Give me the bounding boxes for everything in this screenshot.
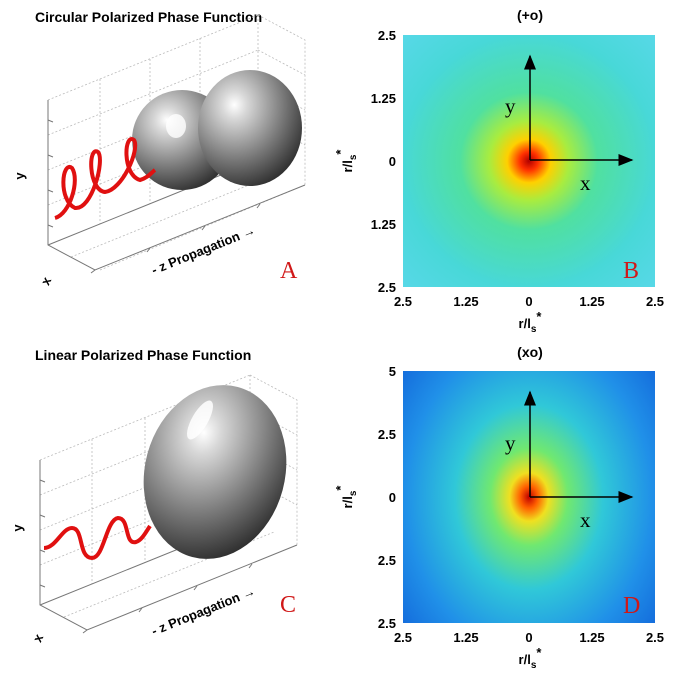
tick-mark: [39, 479, 253, 634]
y-tick-label: 2.5: [378, 427, 396, 442]
axis-label: y: [12, 172, 27, 180]
x-tick-label: 0: [525, 294, 532, 309]
y-tick-label: 2.5: [378, 28, 396, 43]
y-tick-label: 0: [389, 490, 396, 505]
axis-label: - z Propagation →: [149, 222, 257, 277]
panel-letter: A: [280, 258, 298, 284]
tick-mark: [47, 119, 261, 274]
x-tick-label: 1.25: [579, 294, 604, 309]
axis-label: x: [30, 631, 47, 645]
x-tick-label: 1.25: [453, 294, 478, 309]
helix: [54, 137, 157, 220]
x-tick-label: 2.5: [646, 294, 664, 309]
arrow-label: y: [505, 94, 516, 118]
panel-c: Linear Polarized Phase Function y x - z …: [10, 347, 298, 645]
y-tick-label: 2.5: [378, 553, 396, 568]
panel-title: Circular Polarized Phase Function: [35, 9, 262, 25]
x-tick-label: 1.25: [579, 630, 604, 645]
axis-label: - z Propagation →: [149, 583, 257, 638]
x-tick-label: 2.5: [394, 630, 412, 645]
x-label: r/ls*: [519, 309, 543, 335]
panel-title: (+o): [517, 7, 543, 23]
ticks: 52.502.52.52.5 1.25 0 1.25 2.5: [378, 364, 664, 645]
phase-surface: [132, 70, 302, 190]
axis-label: y: [10, 524, 25, 532]
x-tick-label: 2.5: [394, 294, 412, 309]
x-label: r/ls*: [519, 645, 543, 671]
panel-letter: D: [623, 593, 640, 619]
y-tick-label: 1.25: [371, 91, 396, 106]
panel-d: (xo) y x D 52.502.52.52.5 1.25 0 1.25 2.5 r/…: [333, 344, 664, 671]
panel-title: (xo): [517, 344, 543, 360]
y-label: r/ls*: [333, 149, 359, 173]
x-tick-label: 0: [525, 630, 532, 645]
panel-a: Circular Polarized Phase Function y x - …: [12, 9, 306, 288]
wave: [43, 515, 152, 561]
y-tick-label: 2.5: [378, 616, 396, 631]
x-tick-label: 1.25: [453, 630, 478, 645]
arrow-label: x: [580, 171, 591, 195]
panel-letter: B: [623, 258, 639, 284]
arrow-label: x: [580, 508, 591, 532]
y-label: r/ls*: [333, 485, 359, 509]
heatmap: [403, 35, 655, 287]
x-tick-label: 2.5: [646, 630, 664, 645]
panel-title: Linear Polarized Phase Function: [35, 347, 251, 363]
y-tick-label: 0: [389, 154, 396, 169]
y-tick-label: 2.5: [378, 280, 396, 295]
y-tick-label: 1.25: [371, 217, 396, 232]
panel-letter: C: [280, 592, 296, 618]
arrow-label: y: [505, 431, 516, 455]
y-tick-label: 5: [389, 364, 396, 379]
phase-surface: [143, 385, 287, 559]
axis-label: x: [38, 274, 55, 288]
